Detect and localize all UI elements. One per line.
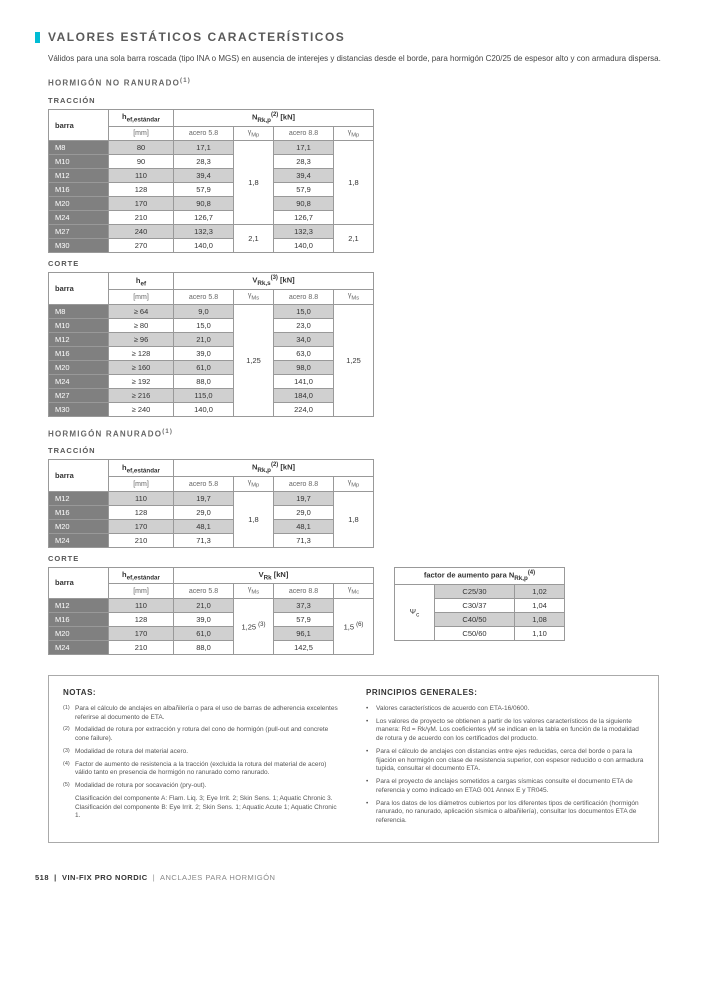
table-row: M24≥ 19288,0141,0 — [49, 374, 374, 388]
table-row: M30270140,0140,0 — [49, 239, 374, 253]
principle-item: •Los valores de proyecto se obtienen a p… — [366, 718, 644, 744]
sub-corte-1: CORTE — [48, 259, 672, 268]
note-item: (2)Modalidad de rotura por extracción y … — [63, 726, 341, 744]
table-row: M24210126,7126,7 — [49, 211, 374, 225]
section-2-label: HORMIGÓN RANURADO(1) — [48, 429, 672, 439]
table-factor-aumento: factor de aumento para NRk,p(4) ΨcC25/30… — [394, 567, 565, 641]
table-row: M27240132,32,1132,32,1 — [49, 225, 374, 239]
note-item: (3)Modalidad de rotura del material acer… — [63, 748, 341, 757]
principle-item: •Para el cálculo de anclajes con distanc… — [366, 748, 644, 774]
note-item: (1)Para el cálculo de anclajes en albañi… — [63, 705, 341, 723]
table-row: M1211039,439,4 — [49, 169, 374, 183]
table-corte-no-ranurado: barra hef VRk,s(3) [kN] [mm] acero 5.8 γ… — [48, 272, 374, 416]
table-row: M1612857,957,9 — [49, 183, 374, 197]
sub-traccion-1: TRACCIÓN — [48, 96, 672, 105]
table-traccion-no-ranurado: barra hef,estándar NRk,p(2) [kN] [mm] ac… — [48, 109, 374, 253]
table-row: M2017061,096,1 — [49, 626, 374, 640]
notes-title: NOTAS: — [63, 688, 341, 697]
note-item: (4)Factor de aumento de resistencia a la… — [63, 761, 341, 779]
sub-traccion-2: TRACCIÓN — [48, 446, 672, 455]
title-marker — [35, 32, 40, 43]
notes-box: NOTAS: (1)Para el cálculo de anclajes en… — [48, 675, 659, 843]
hdr-hef: hef,estándar — [109, 110, 174, 127]
table-row: M20≥ 16061,098,0 — [49, 360, 374, 374]
principles-title: PRINCIPIOS GENERALES: — [366, 688, 644, 697]
table-row: M2421088,0142,5 — [49, 640, 374, 654]
table-row: M1612829,029,0 — [49, 505, 374, 519]
principle-item: •Valores característicos de acuerdo con … — [366, 705, 644, 714]
intro-text: Válidos para una sola barra roscada (tip… — [35, 54, 672, 64]
table-row: M12≥ 9621,034,0 — [49, 332, 374, 346]
table-row: M88017,11,817,11,8 — [49, 141, 374, 155]
table-row: M2421071,371,3 — [49, 533, 374, 547]
section-1-label: HORMIGÓN NO RANURADO(1) — [48, 78, 672, 88]
table-row: M1211021,01,25 (3)37,31,5 (6) — [49, 598, 374, 612]
table-row: M1612839,057,9 — [49, 612, 374, 626]
page-footer: 518 | VIN-FIX PRO NORDIC | ANCLAJES PARA… — [35, 873, 672, 882]
note-item: Clasificación del componente A: Flam. Li… — [63, 795, 341, 821]
table-corte-ranurado: barra hef,estándar VRk [kN] [mm] acero 5… — [48, 567, 374, 655]
table-row: M8≥ 649,01,2515,01,25 — [49, 304, 374, 318]
principle-item: •Para el proyecto de anclajes sometidos … — [366, 778, 644, 796]
table-row: M27≥ 216115,0184,0 — [49, 388, 374, 402]
page-title: VALORES ESTÁTICOS CARACTERÍSTICOS — [48, 30, 345, 44]
table-traccion-ranurado: barra hef,estándar NRk,p(2) [kN] [mm] ac… — [48, 459, 374, 547]
principle-item: •Para los datos de los diámetros cubiert… — [366, 800, 644, 826]
hdr-barra: barra — [49, 110, 109, 141]
sub-corte-2: CORTE — [48, 554, 672, 563]
table-row: ΨcC25/301,02 — [395, 584, 565, 598]
table-row: M16≥ 12839,063,0 — [49, 346, 374, 360]
table-row: M2017090,890,8 — [49, 197, 374, 211]
table-row: M10≥ 8015,023,0 — [49, 318, 374, 332]
hdr-nrkp: NRk,p(2) [kN] — [174, 110, 374, 127]
table-row: M109028,328,3 — [49, 155, 374, 169]
note-item: (5)Modalidad de rotura por socavación (p… — [63, 782, 341, 791]
table-row: M30≥ 240140,0224,0 — [49, 402, 374, 416]
table-row: M1211019,71,819,71,8 — [49, 491, 374, 505]
table-row: M2017048,148,1 — [49, 519, 374, 533]
